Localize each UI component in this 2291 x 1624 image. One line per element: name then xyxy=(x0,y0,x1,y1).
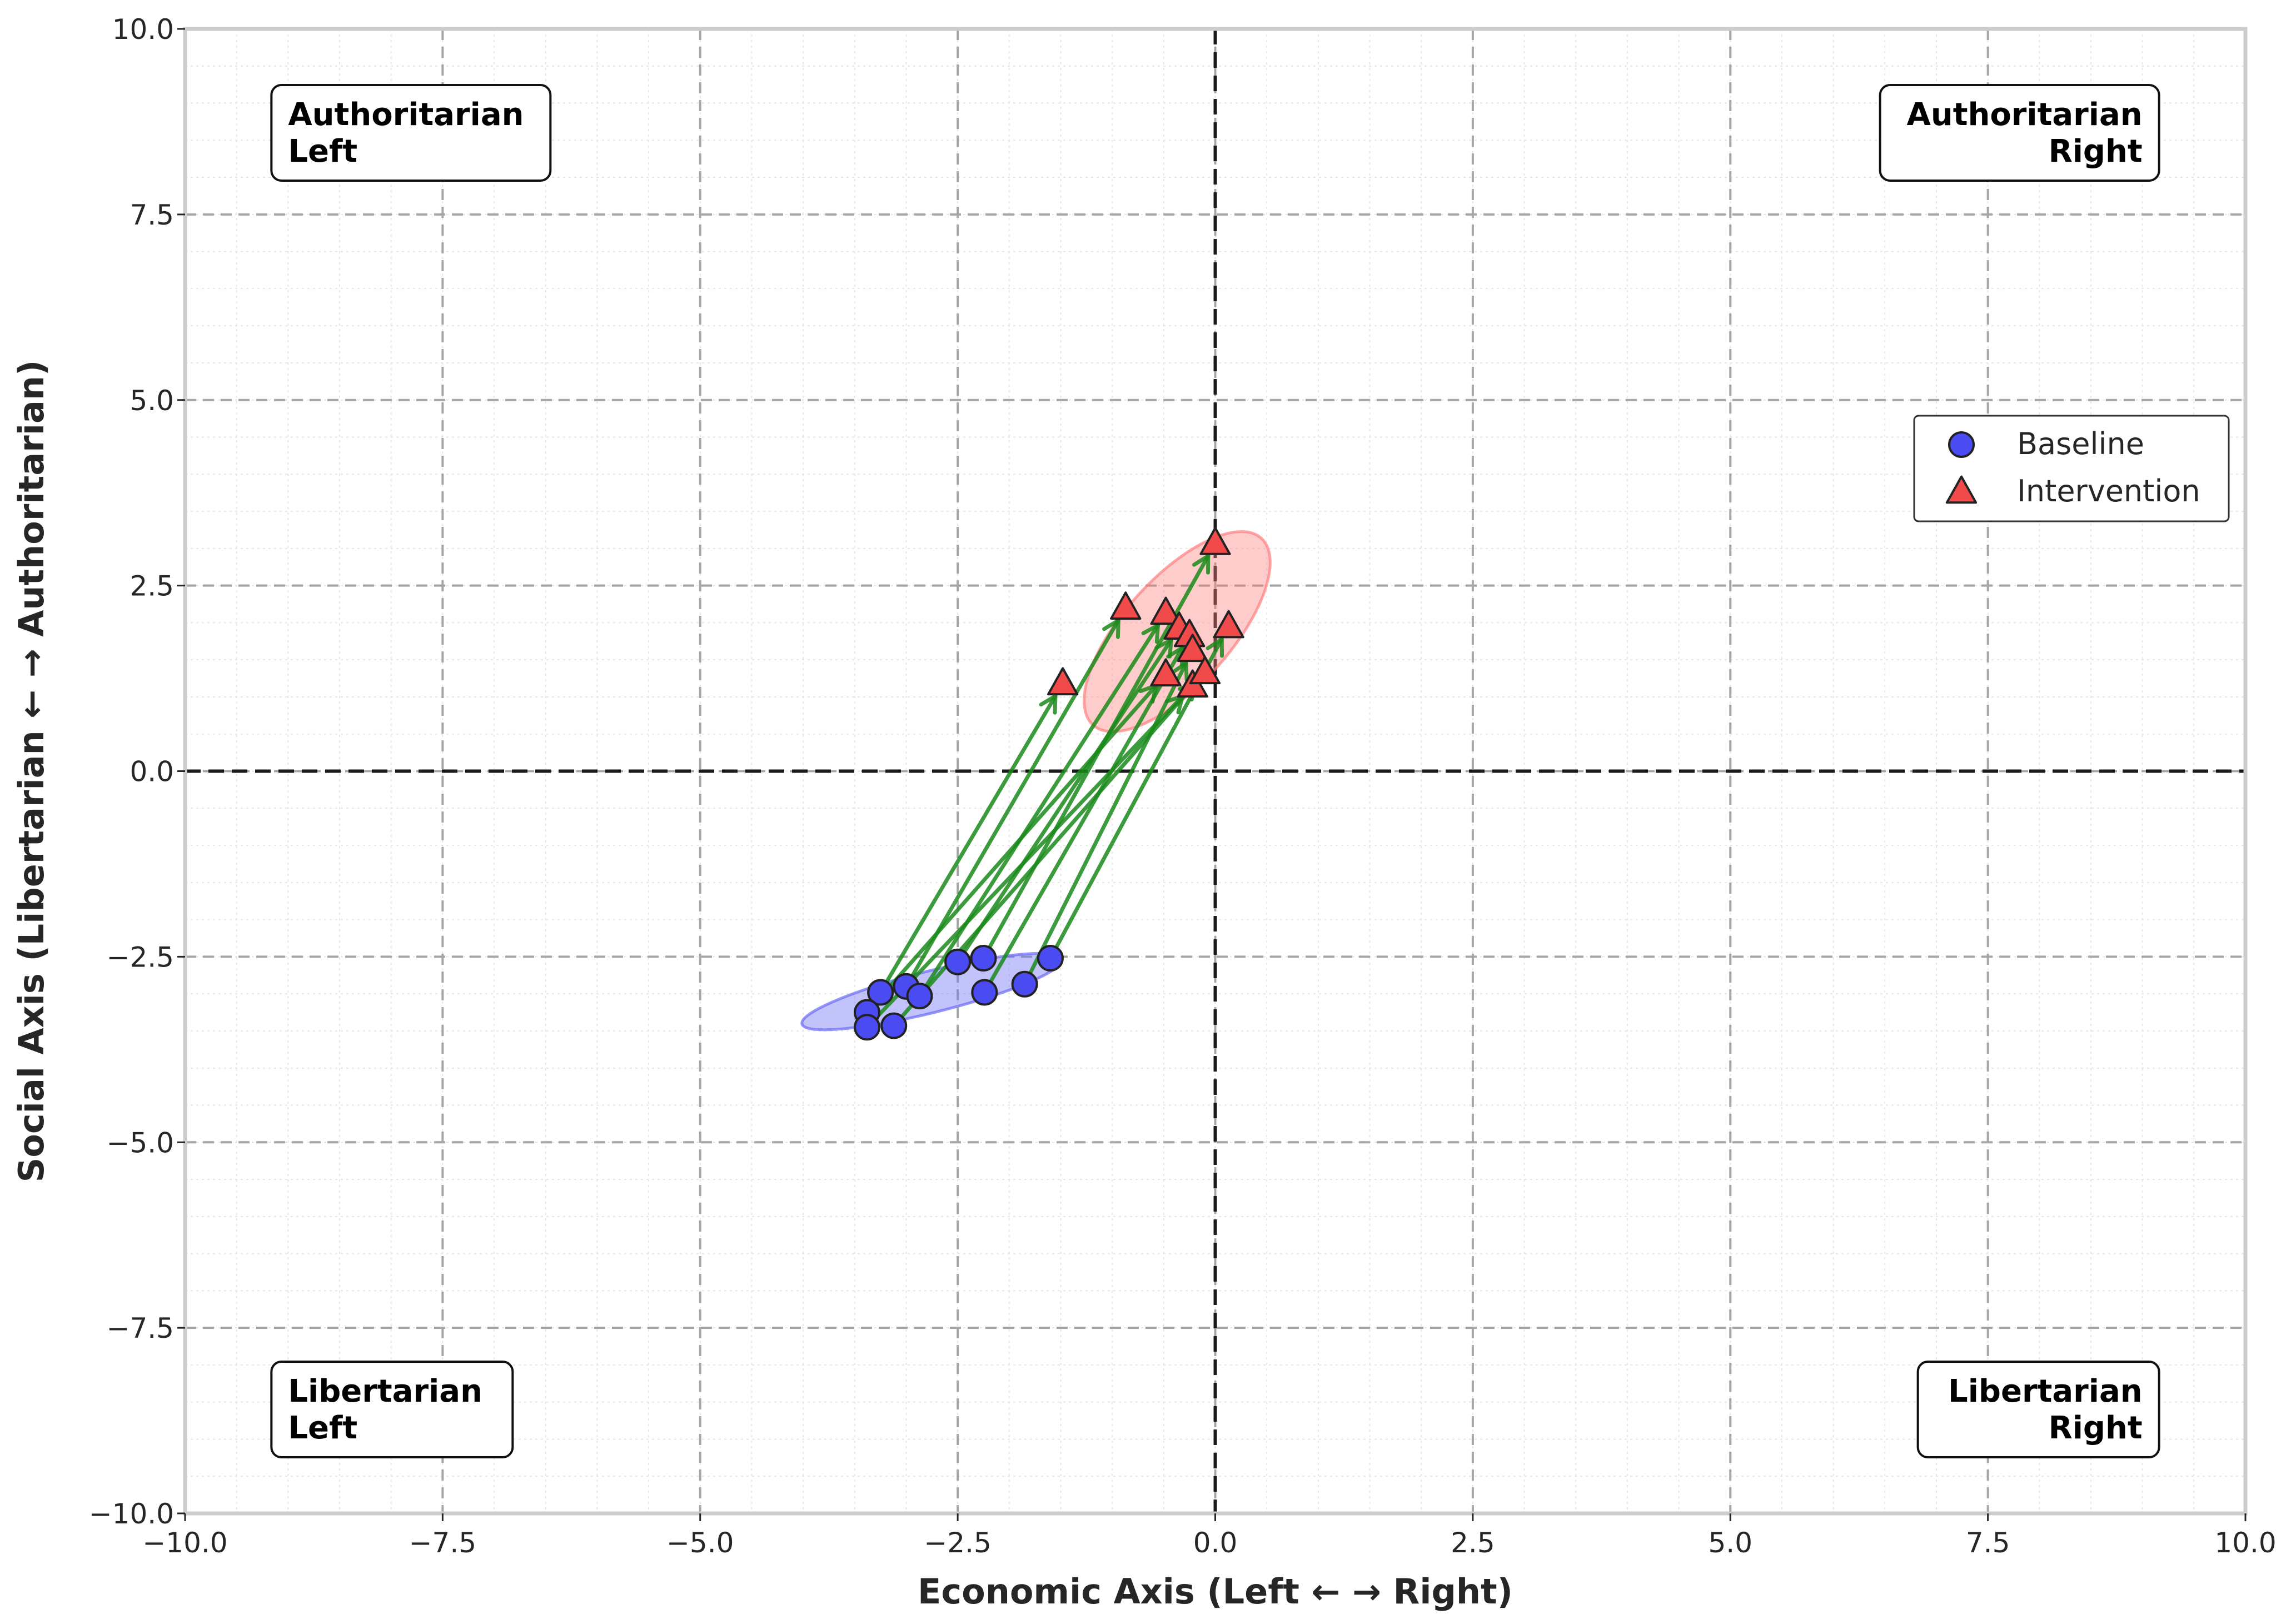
x-tick-label: −7.5 xyxy=(409,1527,476,1559)
baseline-point xyxy=(944,948,972,975)
x-tick-label: 5.0 xyxy=(1708,1527,1752,1559)
baseline-point xyxy=(970,945,997,972)
baseline-point xyxy=(854,1014,881,1041)
legend-box xyxy=(1913,415,2230,522)
shift-arrow-4 xyxy=(955,637,1173,964)
shift-arrow-shaft xyxy=(878,694,1058,994)
quadrant-labels: AuthoritarianLeftAuthoritarianRightLiber… xyxy=(270,83,2160,1459)
y-tick-label: 0.0 xyxy=(130,756,174,788)
legend-entry-baseline: Baseline xyxy=(1948,426,2144,461)
intervention-point xyxy=(1150,596,1182,625)
quadrant-label-line: Right xyxy=(2049,133,2143,170)
shift-arrow-shaft xyxy=(982,646,1184,994)
baseline-point xyxy=(906,983,933,1010)
shift-arrow-head xyxy=(1141,623,1160,644)
quadrant-label-line: Libertarian xyxy=(1948,1373,2143,1409)
intervention-point xyxy=(1213,610,1244,639)
x-tick-label: −5.0 xyxy=(666,1527,734,1559)
x-tick-label: −10.0 xyxy=(142,1527,227,1559)
quadrant-label-line: Left xyxy=(288,133,357,170)
data-points xyxy=(854,527,1244,1041)
series-intervention xyxy=(1047,527,1244,698)
shift-arrow-shaft xyxy=(892,681,1198,1028)
intervention-point xyxy=(1199,527,1231,555)
quadrant-label-line: Left xyxy=(288,1410,357,1446)
quadrant-label-box xyxy=(1879,83,2160,182)
y-axis-title: Social Axis (Libertarian ← → Authoritari… xyxy=(11,360,52,1183)
quadrant-label-box xyxy=(270,1361,514,1459)
y-tick-label: −10.0 xyxy=(89,1498,174,1530)
legend-label: Intervention xyxy=(2017,474,2200,509)
baseline-point xyxy=(971,979,998,1006)
y-tick-label: −7.5 xyxy=(107,1312,174,1344)
shift-arrow-head xyxy=(1170,661,1189,682)
legend-label: Baseline xyxy=(2017,426,2144,461)
shift-arrow-3 xyxy=(918,623,1160,998)
quadrant-label-box xyxy=(270,83,552,182)
shift-arrows xyxy=(865,554,1224,1029)
y-tick-label: 7.5 xyxy=(130,199,174,231)
shift-arrow-shaft xyxy=(865,694,1185,1029)
x-tick-label: −2.5 xyxy=(924,1527,991,1559)
quadrant-label-line: Libertarian xyxy=(288,1373,482,1409)
quadrant-label-line: Authoritarian xyxy=(1906,97,2142,133)
y-tick-label: 10.0 xyxy=(112,13,174,46)
intervention-point xyxy=(1189,656,1221,685)
legend-marker-baseline xyxy=(1948,431,1975,458)
y-tick-label: 2.5 xyxy=(130,570,174,602)
shift-arrow-shaft xyxy=(955,637,1173,964)
shift-arrow-shaft xyxy=(865,683,1158,1015)
shift-arrow-head xyxy=(1102,618,1120,639)
baseline-point xyxy=(867,979,894,1006)
shift-arrow-head xyxy=(1039,694,1058,715)
intervention-point xyxy=(1047,667,1079,696)
x-tick-label: 10.0 xyxy=(2214,1527,2276,1559)
series-baseline xyxy=(854,945,1064,1041)
shift-arrow-shaft xyxy=(918,623,1160,998)
x-axis-title: Economic Axis (Left ← → Right) xyxy=(918,1571,1513,1612)
quadrant-label-line: Right xyxy=(2049,1410,2143,1446)
y-tick-label: −5.0 xyxy=(107,1127,174,1159)
shift-arrow-head xyxy=(1192,554,1211,575)
shift-arrow-head xyxy=(1206,637,1224,658)
intervention-point xyxy=(1177,634,1208,662)
shift-arrow-1 xyxy=(878,694,1058,994)
intervention-point xyxy=(1150,658,1182,687)
shift-arrow-head xyxy=(1154,637,1173,659)
zero-lines xyxy=(185,29,2245,1513)
baseline-point xyxy=(1037,945,1064,972)
baseline-point xyxy=(880,1012,908,1039)
quadrant-label-box xyxy=(1916,1361,2160,1459)
intervention-point xyxy=(1110,591,1142,620)
shift-arrow-7 xyxy=(1023,661,1189,987)
x-tick-label: 2.5 xyxy=(1451,1527,1495,1559)
quadrant-label-line: Authoritarian xyxy=(288,97,524,133)
y-tick-label: 5.0 xyxy=(130,385,174,417)
legend-marker-intervention xyxy=(1945,475,1978,504)
shift-arrow-shaft xyxy=(1023,661,1188,987)
legend: Baseline Intervention xyxy=(1913,415,2230,522)
x-tick-label: 0.0 xyxy=(1193,1527,1238,1559)
x-tick-label: 7.5 xyxy=(1966,1527,2010,1559)
y-tick-label: −2.5 xyxy=(107,941,174,973)
legend-entry-intervention: Intervention xyxy=(1945,474,2200,509)
axis-ticks: −10.0 −7.5 −5.0 −2.5 0.0 2.5 5.0 7.5 10.0 −10.0 −7… xyxy=(89,13,2277,1559)
baseline-point xyxy=(1011,970,1038,998)
